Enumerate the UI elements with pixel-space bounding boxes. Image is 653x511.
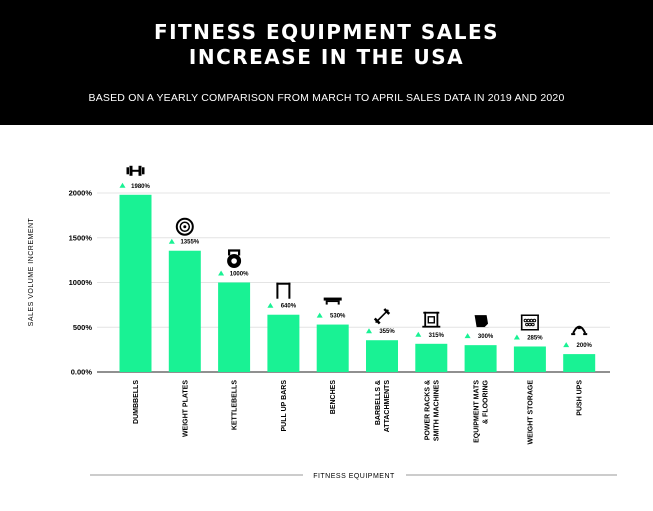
data-labels: 1980% 1355% 1000% 640% 530% 355% 315% 300% 285% 2… bbox=[131, 184, 592, 349]
x-tick-label: WEIGHT STORAGE bbox=[527, 380, 534, 445]
bar bbox=[316, 324, 349, 372]
up-triangle-icon bbox=[513, 334, 520, 340]
bar bbox=[168, 250, 201, 372]
floor-mat-icon bbox=[474, 315, 489, 328]
bar bbox=[563, 354, 596, 372]
data-markers bbox=[119, 182, 570, 348]
x-tick-label: SMITH MACHINES bbox=[433, 380, 440, 441]
data-label: 200% bbox=[577, 343, 593, 349]
bar bbox=[267, 314, 300, 372]
data-label: 1000% bbox=[230, 272, 249, 278]
dumbbell-icon bbox=[126, 165, 145, 176]
x-tick-label: KETTLEBELLS bbox=[232, 380, 239, 430]
up-triangle-icon bbox=[415, 331, 422, 337]
x-tick-label: DUMBBELLS bbox=[133, 380, 140, 424]
bar bbox=[366, 340, 398, 372]
data-label: 300% bbox=[478, 334, 494, 340]
data-label: 355% bbox=[379, 329, 395, 335]
y-tick-label: 500% bbox=[73, 323, 93, 332]
data-label: 285% bbox=[527, 335, 543, 341]
x-tick-label: PUSH UPS bbox=[577, 380, 584, 416]
x-tick-label: PULL UP BARS bbox=[281, 380, 288, 432]
power-rack-icon bbox=[422, 311, 441, 328]
kettlebell-icon bbox=[227, 249, 242, 268]
weight-plate-icon bbox=[175, 217, 194, 236]
x-axis: DUMBBELLS WEIGHT PLATES KETTLEBELLS PULL UP… bbox=[133, 379, 584, 444]
header-banner: FITNESS EQUIPMENT SALES INCREASE IN THE … bbox=[0, 0, 653, 125]
up-triangle-icon bbox=[366, 328, 372, 334]
bar bbox=[218, 282, 251, 372]
y-axis-title: SALES VOLUME INCREMENT bbox=[28, 217, 35, 326]
data-label: 1980% bbox=[131, 184, 150, 190]
bar bbox=[464, 345, 497, 372]
data-label: 315% bbox=[429, 333, 445, 339]
y-tick-label: 1500% bbox=[69, 233, 93, 242]
y-tick-label: 1000% bbox=[69, 278, 93, 287]
up-triangle-icon bbox=[168, 238, 175, 244]
up-triangle-icon bbox=[464, 333, 471, 339]
weight-storage-icon bbox=[520, 314, 539, 331]
x-axis-title: FITNESS EQUIPMENT bbox=[313, 473, 395, 480]
x-tick-label: EQUIPMENT MATS bbox=[474, 380, 481, 443]
up-triangle-icon bbox=[218, 270, 225, 276]
barbell-icon bbox=[373, 308, 391, 325]
chart-title: FITNESS EQUIPMENT SALES INCREASE IN THE … bbox=[0, 20, 653, 70]
data-label: 530% bbox=[330, 314, 346, 320]
chart-subtitle: BASED ON A YEARLY COMPARISON FROM MARCH … bbox=[88, 92, 565, 104]
push-up-icon bbox=[571, 325, 588, 336]
y-tick-label: 0.00% bbox=[71, 368, 93, 377]
y-tick-label: 2000% bbox=[69, 189, 93, 198]
bar bbox=[513, 346, 546, 372]
title-line-1: FITNESS EQUIPMENT SALES bbox=[153, 20, 500, 44]
bar bbox=[119, 194, 152, 372]
pull-up-bar-icon bbox=[276, 282, 291, 299]
x-tick-label: BARBELLS & bbox=[375, 380, 382, 425]
up-triangle-icon bbox=[267, 302, 274, 308]
up-triangle-icon bbox=[119, 182, 126, 188]
x-tick-label: WEIGHT PLATES bbox=[182, 380, 189, 437]
bar-chart: 0.00% 500% 1000% 1500% 2000% 1980% 1355% 1000%… bbox=[28, 165, 617, 480]
bars bbox=[119, 194, 596, 372]
category-icons bbox=[126, 165, 588, 336]
y-axis: 0.00% 500% 1000% 1500% 2000% bbox=[69, 189, 93, 377]
up-triangle-icon bbox=[563, 342, 570, 348]
x-tick-label: & FLOORING bbox=[483, 379, 490, 423]
x-tick-label: BENCHES bbox=[330, 380, 337, 415]
title-line-2: INCREASE IN THE USA bbox=[188, 45, 465, 69]
x-tick-label: ATTACHMENTS bbox=[384, 380, 391, 433]
bench-icon bbox=[323, 297, 342, 305]
data-label: 640% bbox=[281, 304, 297, 310]
up-triangle-icon bbox=[316, 312, 323, 318]
x-tick-label: POWER RACKS & bbox=[424, 380, 431, 440]
bar bbox=[415, 343, 448, 372]
data-label: 1355% bbox=[180, 240, 199, 246]
